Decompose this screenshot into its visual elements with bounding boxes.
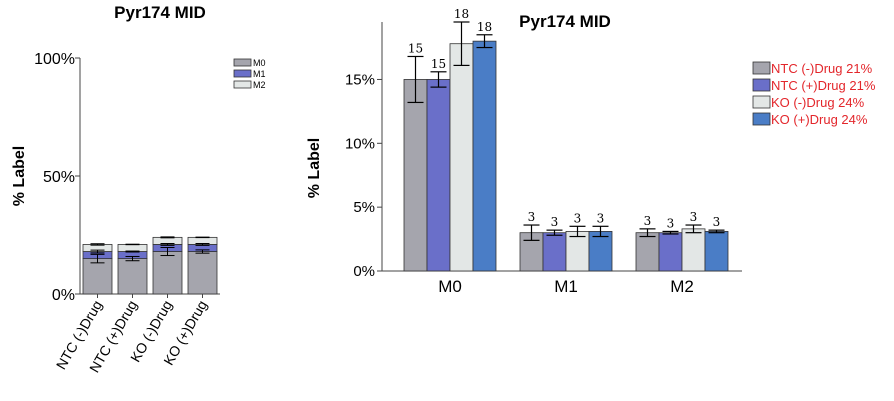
right-data-label: 3: [644, 214, 652, 228]
right-y-tick-label: 15%: [345, 71, 375, 88]
right-bars: [403, 40, 729, 272]
right-y-tick-label: 0%: [353, 263, 375, 280]
left-bar-m2: [117, 244, 148, 252]
left-bar-m0: [117, 258, 148, 295]
right-bar-m0: [472, 40, 497, 272]
right-x-tick-label: M1: [554, 277, 578, 296]
right-legend-swatch: [752, 61, 771, 75]
right-y-axis-label: % Label: [306, 138, 323, 198]
left-y-axis-label: % Label: [11, 146, 28, 206]
left-bar-m0: [187, 251, 218, 295]
left-error-bars: [90, 236, 210, 264]
right-bar-m2: [704, 231, 729, 272]
right-x-tick-labels: M0 M1 M2: [438, 277, 694, 296]
right-bar-m2: [635, 232, 660, 272]
right-legend-label: NTC (-)Drug 21%: [771, 61, 873, 76]
right-legend-swatch: [752, 112, 771, 126]
right-x-tick-label: M2: [670, 277, 694, 296]
right-data-label: 3: [551, 215, 559, 229]
right-error-bars: [407, 21, 725, 241]
right-bar-m1: [542, 232, 567, 272]
right-legend-label: KO (-)Drug 24%: [771, 95, 865, 110]
left-y-tick-label: 50%: [43, 169, 75, 186]
left-legend-swatch: [233, 69, 252, 78]
right-data-label: 3: [713, 215, 721, 229]
right-bar-m2: [681, 228, 706, 272]
right-legend-swatch: [752, 95, 771, 109]
left-bar-m0: [152, 251, 183, 295]
left-chart-title: Pyr174 MID: [114, 3, 206, 22]
left-legend-label: M2: [253, 80, 266, 90]
right-bar-m0: [426, 79, 451, 272]
right-legend-swatch: [752, 78, 771, 92]
right-chart-title: Pyr174 MID: [519, 12, 611, 31]
right-legend-label: NTC (+)Drug 21%: [771, 78, 876, 93]
right-bar-m0: [403, 79, 428, 272]
left-bars: [82, 236, 218, 295]
left-axes: 0% 50% 100%: [34, 51, 220, 304]
right-y-tick-label: 10%: [345, 135, 375, 152]
left-bar-m0: [82, 258, 113, 295]
right-legend-label: KO (+)Drug 24%: [771, 112, 868, 127]
right-y-tick-label: 5%: [353, 199, 375, 216]
left-stacked-chart: Pyr174 MID % Label 0% 50% 100% NTC (-)Drug…: [11, 3, 266, 375]
right-data-label: 3: [528, 210, 536, 224]
left-legend-swatch: [233, 80, 252, 89]
left-legend-swatch: [233, 58, 252, 67]
right-data-label: 3: [574, 211, 582, 225]
right-data-label: 15: [431, 57, 446, 71]
right-data-label: 15: [408, 41, 423, 55]
right-data-label: 3: [667, 216, 675, 230]
right-data-label: 18: [454, 7, 469, 21]
right-data-label: 3: [690, 210, 698, 224]
left-y-tick-label: 100%: [34, 51, 75, 68]
right-bar-m1: [588, 231, 613, 272]
left-y-tick-label: 0%: [52, 287, 75, 304]
right-legend: NTC (-)Drug 21% NTC (+)Drug 21% KO (-)Drug…: [752, 61, 876, 127]
right-grouped-chart: Pyr174 MID % Label 0% 5% 10% 15% 15 15 18 18 3 3…: [306, 7, 876, 296]
right-data-label: 3: [597, 211, 605, 225]
right-bar-m2: [658, 232, 683, 272]
right-x-tick-label: M0: [438, 277, 462, 296]
right-data-labels: 15 15 18 18 3 3 3 3 3 3 3 3: [408, 7, 720, 230]
left-legend-label: M1: [253, 69, 266, 79]
right-bar-m0: [449, 43, 474, 272]
right-bar-m1: [565, 231, 590, 272]
right-data-label: 18: [477, 20, 492, 34]
left-legend-label: M0: [253, 58, 266, 68]
